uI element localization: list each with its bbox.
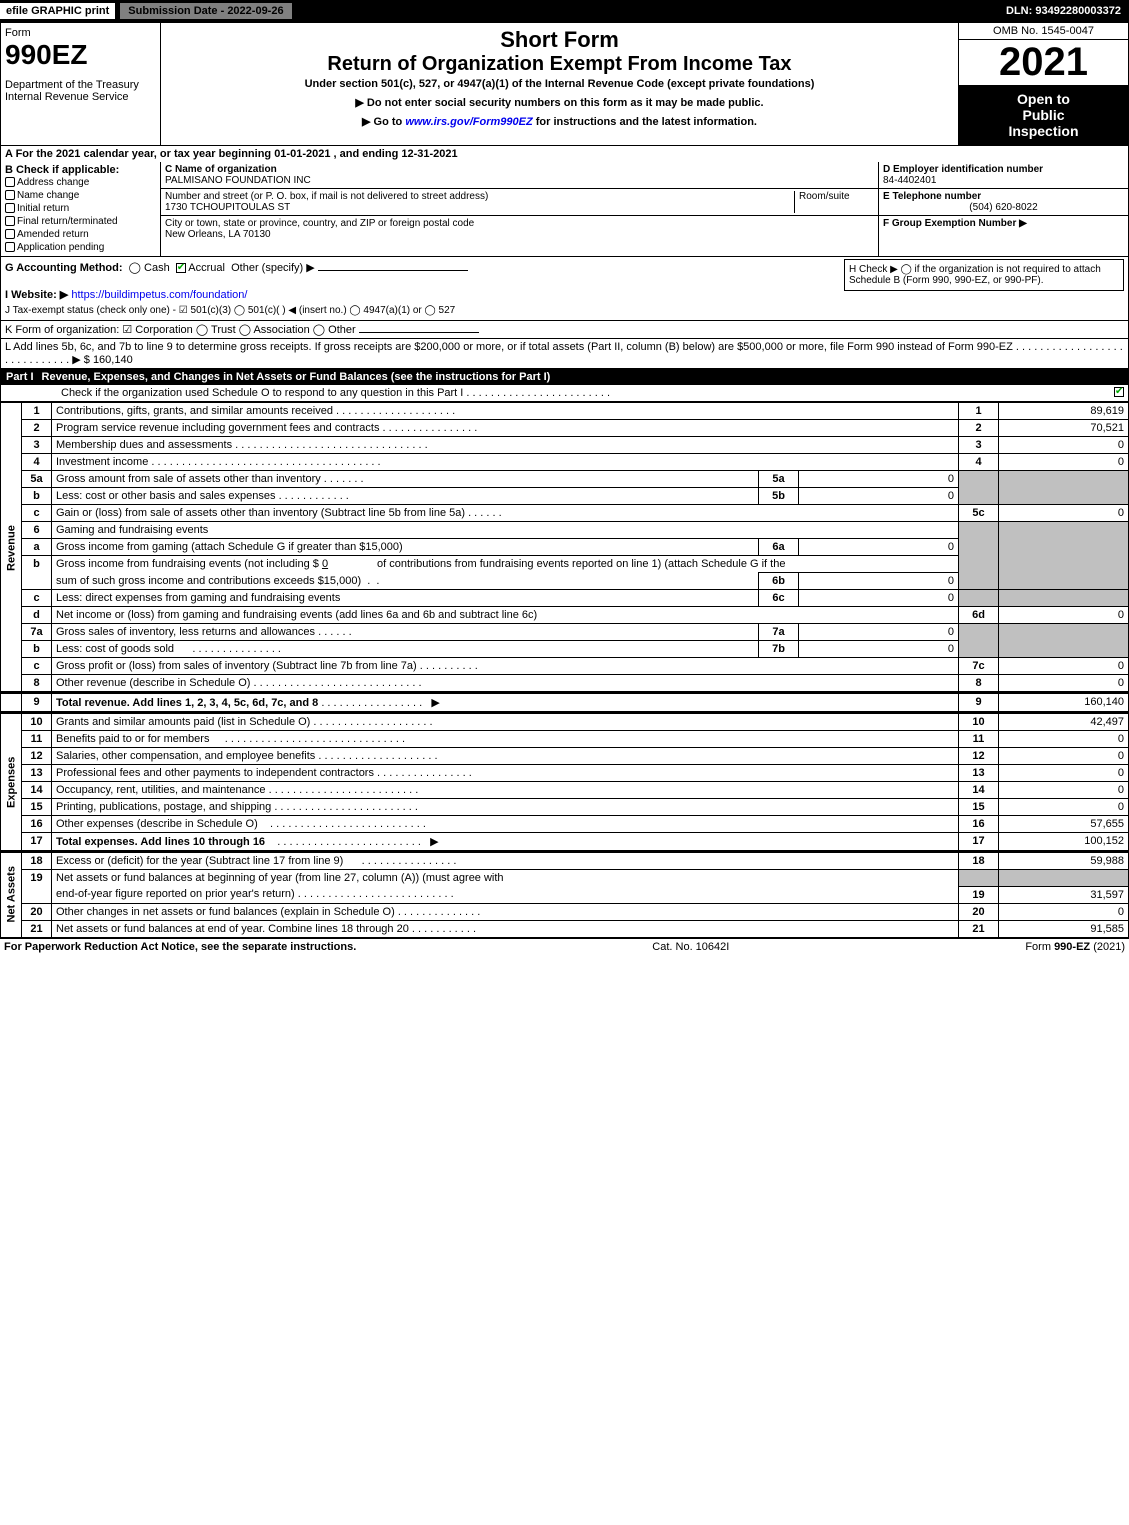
section-l: L Add lines 5b, 6c, and 7b to line 9 to …	[0, 339, 1129, 369]
form-number: 990EZ	[5, 39, 156, 71]
e-label: E Telephone number	[883, 191, 981, 202]
section-k: K Form of organization: ☑ Corporation ◯ …	[0, 321, 1129, 339]
d-label: D Employer identification number	[883, 164, 1043, 175]
address-row: Number and street (or P. O. box, if mail…	[161, 189, 878, 216]
phone-row: E Telephone number (504) 620-8022	[879, 189, 1128, 216]
accrual-check[interactable]	[176, 263, 186, 273]
section-b: B Check if applicable: Address change Na…	[0, 162, 1129, 257]
h-box: H Check ▶ ◯ if the organization is not r…	[844, 259, 1124, 291]
i-label: I Website: ▶	[5, 289, 68, 301]
section-b-left: B Check if applicable: Address change Na…	[1, 162, 161, 256]
c-label: C Name of organization	[165, 164, 277, 175]
goto-link[interactable]: ▶ Go to www.irs.gov/Form990EZ for instru…	[167, 115, 952, 128]
submission-date: Submission Date - 2022-09-26	[119, 2, 292, 20]
part-i-title: Revenue, Expenses, and Changes in Net As…	[42, 371, 551, 383]
footer-center: Cat. No. 10642I	[652, 941, 729, 953]
check-amended-return[interactable]: Amended return	[5, 228, 156, 241]
phone: (504) 620-8022	[883, 202, 1124, 213]
l-amount: 160,140	[93, 354, 133, 366]
open-to-public: Open to Public Inspection	[959, 85, 1128, 145]
h-text: H Check ▶ ◯ if the organization is not r…	[849, 264, 1101, 286]
ein-row: D Employer identification number 84-4402…	[879, 162, 1128, 189]
top-bar: efile GRAPHIC print Submission Date - 20…	[0, 0, 1129, 22]
street: 1730 TCHOUPITOULAS ST	[165, 202, 290, 213]
org-name-row: C Name of organization PALMISANO FOUNDAT…	[161, 162, 878, 189]
open-line1: Open to	[961, 91, 1126, 107]
header-right: OMB No. 1545-0047 2021 Open to Public In…	[959, 23, 1129, 146]
check-initial-return[interactable]: Initial return	[5, 202, 156, 215]
j-row: J Tax-exempt status (check only one) - ☑…	[5, 303, 1124, 318]
header-center: Short Form Return of Organization Exempt…	[161, 23, 959, 146]
tax-year: 2021	[959, 40, 1128, 85]
footer: For Paperwork Reduction Act Notice, see …	[0, 938, 1129, 955]
section-b-label: B Check if applicable:	[5, 164, 156, 176]
section-b-mid: C Name of organization PALMISANO FOUNDAT…	[161, 162, 878, 256]
short-form-title: Short Form	[167, 27, 952, 53]
check-application-pending[interactable]: Application pending	[5, 241, 156, 254]
check-final-return[interactable]: Final return/terminated	[5, 215, 156, 228]
l-text: L Add lines 5b, 6c, and 7b to line 9 to …	[5, 341, 1123, 366]
group-exemption-row: F Group Exemption Number ▶	[879, 216, 1128, 231]
net-assets-label: Net Assets	[1, 852, 22, 938]
footer-right: Form 990-EZ (2021)	[1025, 941, 1125, 953]
revenue-label: Revenue	[1, 403, 22, 693]
irs-link[interactable]: www.irs.gov/Form990EZ	[405, 116, 532, 128]
check-name-change[interactable]: Name change	[5, 189, 156, 202]
department: Department of the Treasury Internal Reve…	[5, 79, 156, 103]
k-text: K Form of organization: ☑ Corporation ◯ …	[5, 324, 356, 336]
dln-number: DLN: 93492280003372	[998, 3, 1129, 19]
section-ghij: H Check ▶ ◯ if the organization is not r…	[0, 257, 1129, 321]
omb-number: OMB No. 1545-0047	[959, 23, 1128, 40]
part-i-header: Part I Revenue, Expenses, and Changes in…	[0, 369, 1129, 385]
no-ssn-note: ▶ Do not enter social security numbers o…	[167, 96, 952, 109]
city-label: City or town, state or province, country…	[165, 218, 474, 229]
open-line2: Public	[961, 107, 1126, 123]
part-i-subheader: Check if the organization used Schedule …	[0, 385, 1129, 402]
footer-left: For Paperwork Reduction Act Notice, see …	[4, 941, 356, 953]
city-row: City or town, state or province, country…	[161, 216, 878, 242]
j-text: J Tax-exempt status (check only one) - ☑…	[5, 305, 455, 316]
expenses-label: Expenses	[1, 713, 22, 852]
ein: 84-4402401	[883, 175, 936, 186]
return-title: Return of Organization Exempt From Incom…	[167, 53, 952, 76]
header-left: Form 990EZ Department of the Treasury In…	[1, 23, 161, 146]
check-address-change[interactable]: Address change	[5, 176, 156, 189]
form-header-table: Form 990EZ Department of the Treasury In…	[0, 22, 1129, 146]
lines-table: Revenue 1 Contributions, gifts, grants, …	[0, 402, 1129, 938]
org-name: PALMISANO FOUNDATION INC	[165, 175, 311, 186]
g-label: G Accounting Method:	[5, 262, 123, 274]
open-line3: Inspection	[961, 123, 1126, 139]
section-b-right: D Employer identification number 84-4402…	[878, 162, 1128, 256]
city: New Orleans, LA 70130	[165, 229, 271, 240]
efile-label: efile GRAPHIC print	[0, 3, 115, 19]
form-word: Form	[5, 27, 156, 39]
part-i-num: Part I	[6, 371, 42, 383]
room-label: Room/suite	[799, 191, 850, 202]
row-a-tax-year: A For the 2021 calendar year, or tax yea…	[0, 146, 1129, 162]
website-link[interactable]: https://buildimpetus.com/foundation/	[71, 289, 247, 301]
under-section: Under section 501(c), 527, or 4947(a)(1)…	[167, 78, 952, 90]
f-label: F Group Exemption Number ▶	[883, 218, 1027, 229]
schedule-o-check[interactable]	[1114, 387, 1124, 397]
addr-label: Number and street (or P. O. box, if mail…	[165, 191, 488, 202]
